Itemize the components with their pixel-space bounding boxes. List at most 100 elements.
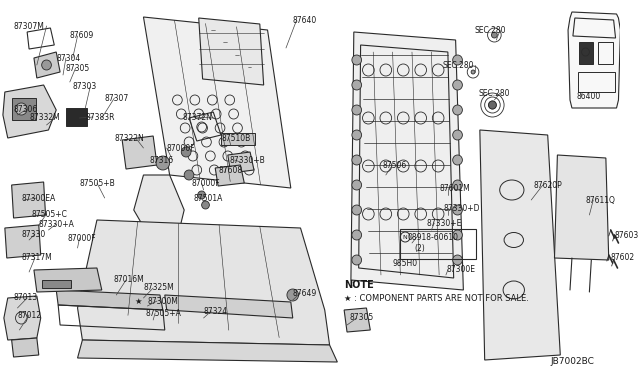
Bar: [579, 42, 593, 64]
Text: 87307: 87307: [105, 93, 129, 103]
Text: (2): (2): [414, 244, 425, 253]
Polygon shape: [164, 295, 292, 318]
Text: 87317M: 87317M: [21, 253, 52, 263]
Polygon shape: [77, 340, 337, 362]
Text: 87000F: 87000F: [192, 179, 221, 187]
Polygon shape: [56, 290, 163, 310]
Circle shape: [452, 105, 462, 115]
Text: SEC.280: SEC.280: [475, 26, 506, 35]
Text: 985H0: 985H0: [392, 259, 418, 267]
Circle shape: [352, 80, 362, 90]
Circle shape: [352, 180, 362, 190]
Polygon shape: [77, 220, 330, 345]
Circle shape: [352, 105, 362, 115]
Circle shape: [352, 205, 362, 215]
Text: 87330+B: 87330+B: [230, 155, 266, 164]
Text: 87505+A: 87505+A: [145, 308, 181, 317]
Text: 87303: 87303: [73, 81, 97, 90]
Circle shape: [452, 55, 462, 65]
Text: ★: ★: [135, 296, 142, 305]
Circle shape: [471, 70, 475, 74]
Text: 87013: 87013: [13, 294, 38, 302]
Circle shape: [452, 205, 462, 215]
Text: 87372N: 87372N: [182, 112, 212, 122]
Circle shape: [287, 289, 299, 301]
Text: 87332M: 87332M: [29, 112, 60, 122]
Circle shape: [452, 130, 462, 140]
Text: ★ : COMPONENT PARTS ARE NOT FOR SALE.: ★ : COMPONENT PARTS ARE NOT FOR SALE.: [344, 294, 529, 302]
Polygon shape: [554, 155, 609, 260]
Text: 87506: 87506: [383, 160, 407, 170]
Polygon shape: [215, 165, 244, 186]
Circle shape: [202, 201, 209, 209]
Text: 87510B: 87510B: [222, 134, 252, 142]
Bar: [66, 108, 87, 126]
Text: 87300EA: 87300EA: [21, 193, 56, 202]
Text: 87601M: 87601M: [439, 183, 470, 192]
Text: NOTE: NOTE: [344, 280, 374, 290]
Bar: [12, 98, 36, 120]
Text: 86400: 86400: [577, 92, 601, 100]
Circle shape: [352, 255, 362, 265]
Bar: [401, 229, 476, 259]
Polygon shape: [12, 182, 45, 218]
Polygon shape: [122, 136, 157, 169]
Circle shape: [452, 180, 462, 190]
Text: 08918-60610: 08918-60610: [407, 232, 458, 241]
Polygon shape: [34, 52, 60, 78]
Bar: [598, 42, 612, 64]
Text: 87640: 87640: [292, 16, 317, 25]
Text: 87602: 87602: [611, 253, 635, 263]
Polygon shape: [3, 85, 56, 138]
Polygon shape: [5, 225, 41, 258]
Text: 87383R: 87383R: [85, 112, 115, 122]
Circle shape: [492, 32, 497, 38]
Bar: [221, 133, 255, 145]
Circle shape: [352, 155, 362, 165]
Polygon shape: [4, 296, 41, 340]
Circle shape: [42, 60, 51, 70]
Text: 87000F: 87000F: [167, 144, 195, 153]
Circle shape: [352, 230, 362, 240]
Polygon shape: [228, 152, 254, 173]
Text: 87300E: 87300E: [447, 266, 476, 275]
Polygon shape: [568, 12, 620, 108]
Text: 87608: 87608: [218, 166, 242, 174]
Text: 87307M: 87307M: [13, 22, 44, 31]
Text: 87000F: 87000F: [68, 234, 97, 243]
Bar: [42, 280, 71, 288]
Text: 87306: 87306: [13, 105, 38, 113]
Circle shape: [452, 155, 462, 165]
Polygon shape: [143, 17, 291, 188]
Text: 87620P: 87620P: [533, 180, 562, 189]
Text: 87330+E: 87330+E: [426, 218, 462, 228]
Text: 87603: 87603: [614, 231, 639, 240]
Text: 87609: 87609: [70, 31, 94, 39]
Text: 87330+D: 87330+D: [443, 203, 479, 212]
Circle shape: [488, 101, 497, 109]
Text: 87505+B: 87505+B: [79, 179, 115, 187]
Bar: [578, 72, 614, 92]
Text: 87611Q: 87611Q: [586, 196, 616, 205]
Text: 87324: 87324: [204, 307, 228, 315]
Text: 87330+A: 87330+A: [39, 219, 75, 228]
Polygon shape: [344, 308, 371, 332]
Polygon shape: [34, 268, 102, 292]
Text: 87304: 87304: [56, 54, 81, 62]
Circle shape: [156, 156, 170, 170]
Circle shape: [181, 147, 191, 157]
Text: SEC.280: SEC.280: [442, 61, 474, 70]
Polygon shape: [351, 32, 463, 290]
Circle shape: [184, 170, 194, 180]
Circle shape: [198, 191, 205, 199]
Text: JB7002BC: JB7002BC: [550, 357, 595, 366]
Circle shape: [452, 80, 462, 90]
Circle shape: [452, 230, 462, 240]
Text: N: N: [403, 234, 408, 240]
Circle shape: [352, 130, 362, 140]
Text: 87012: 87012: [17, 311, 42, 320]
Polygon shape: [199, 18, 264, 85]
Text: 87501A: 87501A: [194, 193, 223, 202]
Text: 87330: 87330: [21, 230, 45, 238]
Text: 87316: 87316: [149, 155, 173, 164]
